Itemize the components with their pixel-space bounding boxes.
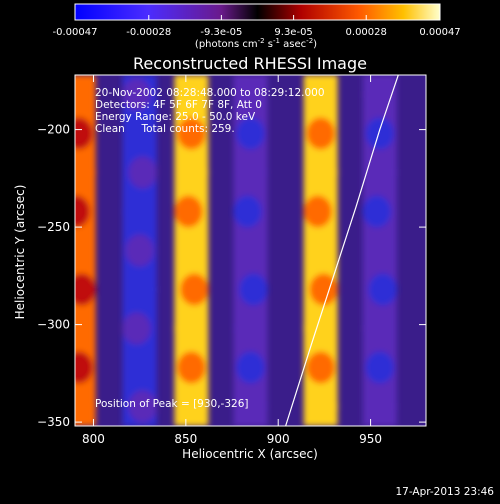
heatmap-knot: [122, 195, 151, 228]
heatmap-knot: [303, 195, 332, 228]
heatmap-knot: [233, 195, 262, 228]
heatmap-knot: [233, 78, 262, 111]
heatmap-knot: [75, 78, 90, 111]
heatmap-knot: [174, 195, 203, 228]
heatmap-knot: [303, 312, 332, 345]
heatmap-knot: [180, 390, 209, 423]
colorbar-tick-label: -0.00047: [53, 27, 98, 38]
heatmap-knot: [75, 273, 96, 306]
heatmap-knot: [239, 390, 268, 423]
heatmap-knot: [306, 117, 335, 150]
colorbar-tick-label: 9.3e-05: [274, 27, 312, 38]
y-tick-label: −250: [37, 220, 70, 234]
annotation-time: 20-Nov-2002 08:28:48.000 to 08:29:12.000: [95, 87, 325, 99]
heatmap-knot: [128, 390, 157, 423]
heatmap-knot: [75, 351, 93, 384]
heatmap-knot: [362, 312, 392, 345]
heatmap-knot: [177, 117, 206, 150]
heatmap-knot: [128, 273, 157, 306]
x-tick-label: 800: [82, 432, 105, 446]
heatmap-knot: [368, 390, 398, 423]
x-tick-label: 950: [359, 432, 382, 446]
y-tick-label: −200: [37, 123, 70, 137]
heatmap-knot: [75, 117, 93, 150]
heatmap-knot: [125, 117, 154, 150]
colorbar-tick-label: -9.3e-05: [200, 27, 242, 38]
heatmap-knot: [365, 234, 395, 267]
colorbar: -0.00047 -0.00028 -9.3e-05 9.3e-05 0.00028 0.…: [53, 3, 461, 50]
heatmap-knot: [236, 351, 265, 384]
heatmap-knot: [75, 312, 90, 345]
heatmap-knot: [368, 273, 398, 306]
colorbar-ticks: -0.00047 -0.00028 -9.3e-05 9.3e-05 0.00028 0.…: [53, 15, 461, 38]
solar-limb-curve: [285, 75, 399, 426]
heatmap-knot: [309, 156, 338, 189]
heatmap-knot: [75, 156, 96, 189]
heatmap-plot: 800 850 900 950 −200 −250 −300 −350: [37, 74, 427, 446]
heatmap-knot: [309, 273, 338, 306]
heatmap-knot: [128, 156, 157, 189]
heatmap-knot: [177, 234, 206, 267]
colorbar-units: (photons cm-2 s-1 asec-2): [195, 37, 317, 50]
annotation-block: 20-Nov-2002 08:28:48.000 to 08:29:12.000…: [95, 87, 325, 135]
colorbar-tick-label: 0.00047: [419, 27, 460, 38]
heatmap-knot: [365, 117, 395, 150]
heatmap-knot: [239, 273, 268, 306]
heatmap-knot: [365, 351, 395, 384]
heatmap-knot: [236, 234, 265, 267]
annotation-counts: Clean Total counts: 259.: [95, 123, 235, 135]
heatmap-knot: [239, 156, 268, 189]
footer-date: 17-Apr-2013 23:46: [395, 486, 494, 498]
heatmap-knot: [306, 351, 335, 384]
plot-frame: [74, 74, 427, 427]
heatmap-knot: [368, 156, 398, 189]
chart-title: Reconstructed RHESSI Image: [133, 54, 367, 73]
heatmap-knot: [362, 195, 392, 228]
colorbar-gradient: [74, 3, 441, 21]
x-axis-label: Heliocentric X (arcsec): [182, 447, 318, 461]
heatmap-knot: [180, 156, 209, 189]
annotation-energy: Energy Range: 25.0 - 50.0 keV: [95, 111, 256, 123]
heatmap-knot: [125, 234, 154, 267]
heatmap-knot: [122, 78, 151, 111]
heatmap-stripes: [75, 75, 398, 426]
heatmap-knot: [75, 234, 93, 267]
heatmap-knot: [303, 78, 332, 111]
y-axis-ticks: −200 −250 −300 −350: [37, 123, 426, 429]
x-tick-label: 850: [174, 432, 197, 446]
colorbar-tick-label: -0.00028: [126, 27, 171, 38]
y-axis-label: Heliocentric Y (arcsec): [13, 185, 27, 320]
heatmap-knot: [75, 390, 96, 423]
heatmap-knot: [174, 78, 203, 111]
x-tick-label: 900: [267, 432, 290, 446]
heatmap-knot: [306, 234, 335, 267]
heatmap-knot: [125, 351, 154, 384]
colorbar-tick-label: 0.00028: [346, 27, 387, 38]
heatmap-knot: [75, 195, 90, 228]
y-tick-label: −300: [37, 318, 70, 332]
peak-position-label: Position of Peak = [930,-326]: [95, 398, 249, 410]
heatmap-knot: [236, 117, 265, 150]
annotation-detectors: Detectors: 4F 5F 6F 7F 8F, Att 0: [95, 99, 262, 111]
heatmap-knot: [362, 78, 392, 111]
heatmap-knot: [122, 312, 151, 345]
x-axis-ticks: 800 850 900 950: [82, 75, 382, 446]
heatmap-knot: [177, 351, 206, 384]
heatmap-knot: [180, 273, 209, 306]
heatmap-knot: [174, 312, 203, 345]
heatmap-knot: [309, 390, 338, 423]
heatmap-knot: [233, 312, 262, 345]
y-tick-label: −350: [37, 415, 70, 429]
